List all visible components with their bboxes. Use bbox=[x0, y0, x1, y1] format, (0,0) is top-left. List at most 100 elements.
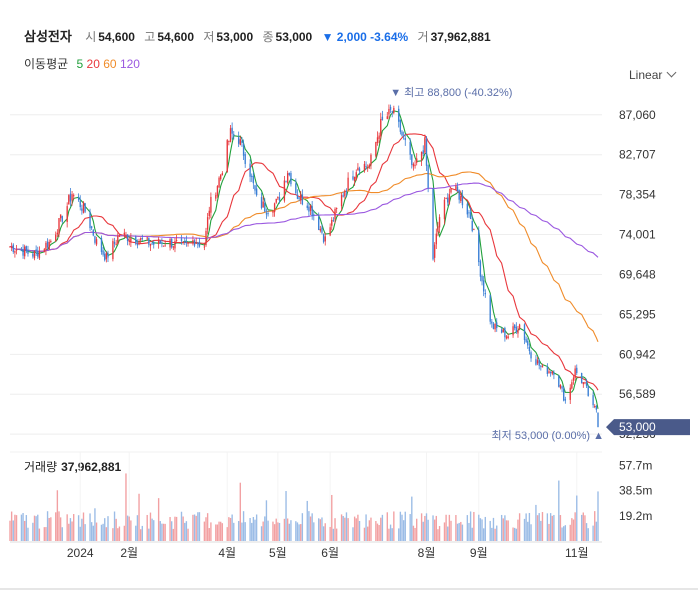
candle bbox=[117, 232, 119, 245]
volume-bar bbox=[355, 518, 357, 541]
change-value: ▼ 2,000 -3.64% bbox=[321, 30, 409, 44]
y-tick-label: 60,942 bbox=[619, 347, 656, 361]
candle bbox=[77, 193, 80, 202]
volume-bar bbox=[370, 517, 372, 541]
candle bbox=[592, 391, 594, 408]
candle bbox=[79, 195, 81, 211]
volume-bar bbox=[241, 522, 243, 541]
candle bbox=[530, 350, 532, 362]
ma-60-label[interactable]: 60 bbox=[103, 57, 117, 71]
candle bbox=[335, 207, 338, 214]
volume-bar bbox=[107, 516, 109, 541]
y-tick-label: 69,648 bbox=[619, 267, 656, 281]
volume-bar bbox=[244, 522, 246, 541]
volume-bar bbox=[500, 514, 503, 541]
candle bbox=[241, 136, 243, 147]
volume-bar bbox=[322, 526, 325, 541]
volume-bar bbox=[391, 528, 393, 541]
candle bbox=[597, 412, 599, 428]
volume-bar bbox=[187, 528, 189, 541]
candle bbox=[128, 237, 130, 246]
volume-bar bbox=[229, 517, 232, 541]
candle bbox=[561, 385, 563, 393]
candle bbox=[38, 246, 41, 261]
volume-bar bbox=[22, 513, 24, 541]
candle bbox=[347, 172, 349, 191]
candle bbox=[295, 178, 297, 195]
volume-panel-value: 37,962,881 bbox=[61, 460, 122, 474]
candle bbox=[309, 204, 312, 215]
volume-bar bbox=[182, 516, 184, 541]
candle bbox=[595, 405, 598, 413]
candle bbox=[558, 375, 560, 388]
volume-bar bbox=[538, 513, 540, 541]
candle bbox=[571, 379, 573, 390]
candle bbox=[135, 235, 137, 246]
candle bbox=[505, 335, 508, 340]
candle bbox=[473, 228, 475, 231]
candle bbox=[447, 193, 449, 207]
volume-bar bbox=[255, 514, 258, 541]
volume-bar bbox=[12, 520, 14, 541]
volume-bar bbox=[226, 527, 228, 541]
volume-bar bbox=[540, 520, 542, 541]
candle bbox=[375, 141, 377, 158]
ma-20-label[interactable]: 20 bbox=[86, 57, 100, 71]
candle bbox=[14, 250, 16, 258]
volume-bar bbox=[393, 511, 395, 541]
candle bbox=[228, 140, 230, 146]
candle bbox=[481, 274, 483, 286]
candle bbox=[45, 240, 47, 256]
candle bbox=[288, 172, 290, 177]
candle bbox=[478, 226, 480, 267]
candle bbox=[504, 326, 506, 342]
volume-bar bbox=[112, 528, 114, 541]
candle bbox=[125, 231, 127, 238]
x-tick-label: 4월 bbox=[218, 546, 236, 560]
scale-dropdown[interactable]: Linear bbox=[629, 67, 677, 82]
candle bbox=[489, 294, 491, 325]
candle bbox=[355, 169, 357, 181]
y-tick-label: 87,060 bbox=[619, 108, 656, 122]
volume-bar bbox=[535, 504, 537, 541]
volume-bar bbox=[285, 491, 287, 541]
volume-bar bbox=[592, 525, 594, 541]
candle bbox=[329, 223, 331, 237]
candle bbox=[582, 382, 584, 388]
candle bbox=[319, 225, 322, 233]
volume-bar bbox=[478, 514, 480, 541]
candle bbox=[549, 371, 552, 377]
volume-bar bbox=[576, 495, 578, 541]
volume-bar bbox=[381, 514, 384, 541]
volume-bar bbox=[306, 500, 308, 541]
candle bbox=[313, 210, 315, 221]
candle bbox=[500, 327, 503, 334]
candle bbox=[220, 173, 222, 181]
volume-bar bbox=[363, 527, 366, 541]
x-tick-label: 2024 bbox=[67, 546, 94, 560]
candle bbox=[100, 235, 103, 255]
volume-bar bbox=[435, 515, 437, 541]
candle bbox=[192, 235, 194, 246]
candle bbox=[538, 358, 540, 370]
volume-bar bbox=[514, 527, 516, 541]
volume-bar bbox=[185, 521, 188, 541]
candle bbox=[195, 237, 197, 244]
volume-bar bbox=[332, 528, 335, 541]
candle bbox=[260, 192, 263, 210]
ma-5-label[interactable]: 5 bbox=[76, 57, 84, 71]
candle bbox=[126, 234, 129, 246]
candle bbox=[203, 242, 206, 251]
volume-bar bbox=[587, 528, 589, 541]
candle bbox=[507, 333, 509, 340]
ma-120-label[interactable]: 120 bbox=[119, 57, 140, 71]
volume-bar bbox=[597, 491, 599, 541]
candle bbox=[411, 154, 413, 169]
volume-bar bbox=[437, 529, 439, 541]
x-tick-label: 2월 bbox=[120, 546, 138, 560]
volume-bar bbox=[564, 525, 567, 541]
candle bbox=[9, 246, 11, 248]
volume-bar bbox=[113, 511, 116, 541]
candle bbox=[342, 191, 344, 198]
